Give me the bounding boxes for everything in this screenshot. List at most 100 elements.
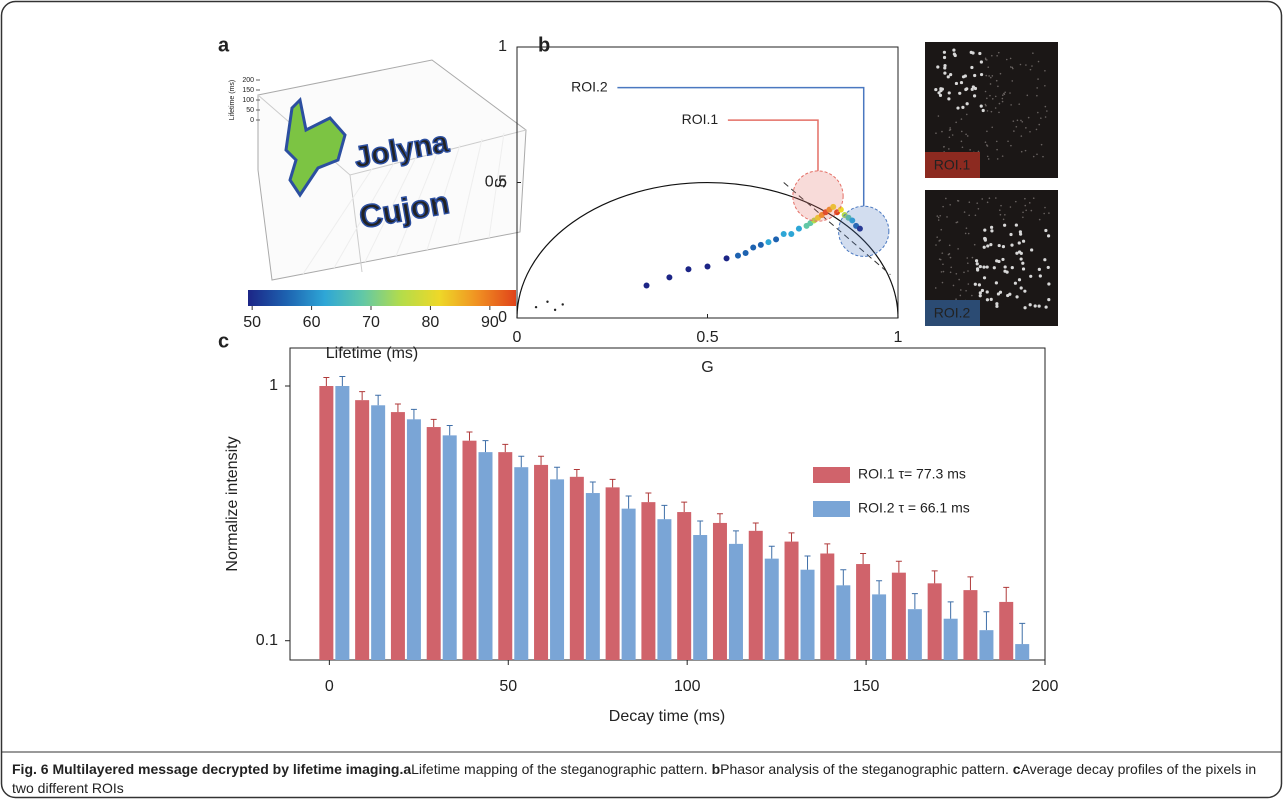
image-speck	[940, 271, 943, 273]
point	[685, 266, 692, 273]
image-speck	[1018, 103, 1021, 105]
image-speck	[969, 149, 971, 151]
panel-label: c	[218, 330, 229, 352]
image-speck	[1005, 58, 1008, 61]
point	[742, 249, 749, 256]
legend-swatch	[813, 467, 850, 483]
roi-label: ROI.1	[682, 111, 719, 127]
legend-label: ROI.1 τ= 77.3 ms	[858, 466, 966, 482]
error-bar	[375, 394, 382, 406]
legend-label: ROI.2 τ = 66.1 ms	[858, 500, 970, 516]
image-speck	[1004, 213, 1006, 216]
image-speck	[992, 266, 996, 270]
image-speck	[952, 284, 955, 287]
image-speck	[965, 87, 969, 91]
image-speck	[1028, 202, 1031, 204]
image-speck	[1044, 228, 1048, 233]
image-speck	[1015, 251, 1019, 255]
image-speck	[976, 202, 979, 204]
error-bar	[752, 522, 759, 531]
surface-grid	[457, 138, 483, 245]
image-speck	[989, 76, 992, 79]
error-bar	[502, 443, 509, 453]
z-tick-label: 200	[242, 77, 254, 84]
y-tick-label: 0.1	[256, 632, 278, 649]
image-speck	[1032, 155, 1035, 158]
image-speck	[1042, 155, 1044, 158]
surface-grid	[333, 162, 395, 269]
image-speck	[1038, 123, 1041, 126]
bar	[534, 464, 549, 660]
point	[561, 303, 564, 306]
image-speck	[945, 197, 947, 200]
bar	[462, 440, 477, 660]
image-speck	[1025, 209, 1027, 212]
image-speck	[1018, 230, 1022, 234]
image-speck	[963, 211, 966, 213]
y-axis-label: S	[493, 178, 510, 189]
error-bar	[1003, 586, 1010, 602]
image-speck	[1001, 245, 1006, 249]
image-speck	[965, 113, 968, 116]
image-speck	[959, 289, 962, 291]
point	[856, 225, 863, 232]
error-bar	[573, 469, 580, 477]
point	[704, 263, 711, 270]
image-speck	[1017, 278, 1022, 282]
image-speck	[1004, 91, 1006, 94]
image-speck	[995, 79, 998, 82]
image-speck	[965, 289, 967, 292]
image-speck	[1023, 289, 1027, 293]
error-bar	[625, 495, 632, 509]
bar	[1015, 644, 1030, 660]
error-bar	[323, 376, 330, 387]
error-bar	[860, 552, 867, 565]
surface-grid	[488, 132, 505, 239]
point	[795, 225, 802, 232]
surface-box	[257, 59, 527, 281]
image-speck	[1014, 200, 1017, 203]
error-bar	[895, 560, 902, 573]
image-speck	[987, 66, 990, 69]
image-speck	[1019, 286, 1023, 290]
x-tick-label: 60	[303, 314, 321, 331]
image-speck	[942, 55, 947, 60]
image-speck	[986, 110, 989, 112]
bar	[621, 508, 636, 660]
image-speck	[1036, 153, 1038, 156]
y-tick-label: 1	[498, 38, 507, 55]
image-speck	[1024, 204, 1027, 207]
image-speck	[973, 73, 977, 78]
image-speck	[999, 213, 1002, 216]
image-speck	[949, 73, 953, 77]
image-speck	[994, 95, 997, 98]
image-speck	[1037, 267, 1041, 271]
image-speck	[1009, 232, 1013, 237]
image-speck	[1032, 197, 1035, 199]
image-speck	[948, 244, 951, 247]
image-speck	[1044, 116, 1047, 118]
image-speck	[951, 134, 954, 136]
image-speck	[1000, 204, 1002, 207]
error-bar	[410, 408, 417, 420]
image-label-box	[925, 152, 980, 178]
error-bar	[931, 570, 938, 584]
panel-label: b	[538, 34, 550, 56]
image-speck	[937, 219, 940, 221]
x-tick-label: 200	[1032, 678, 1059, 695]
image-speck	[942, 50, 947, 54]
z-tick-label: 150	[242, 87, 254, 94]
image-speck	[1048, 212, 1050, 214]
point	[750, 244, 757, 251]
image-speck	[961, 146, 964, 149]
image-speck	[984, 57, 987, 60]
image-speck	[955, 121, 957, 124]
bar	[677, 512, 692, 660]
image-speck	[995, 302, 999, 306]
x-axis-label: Decay time (ms)	[609, 708, 725, 725]
x-tick-label: 70	[362, 314, 380, 331]
image-speck	[960, 118, 963, 120]
image-speck	[966, 135, 969, 137]
error-bar	[967, 576, 974, 591]
